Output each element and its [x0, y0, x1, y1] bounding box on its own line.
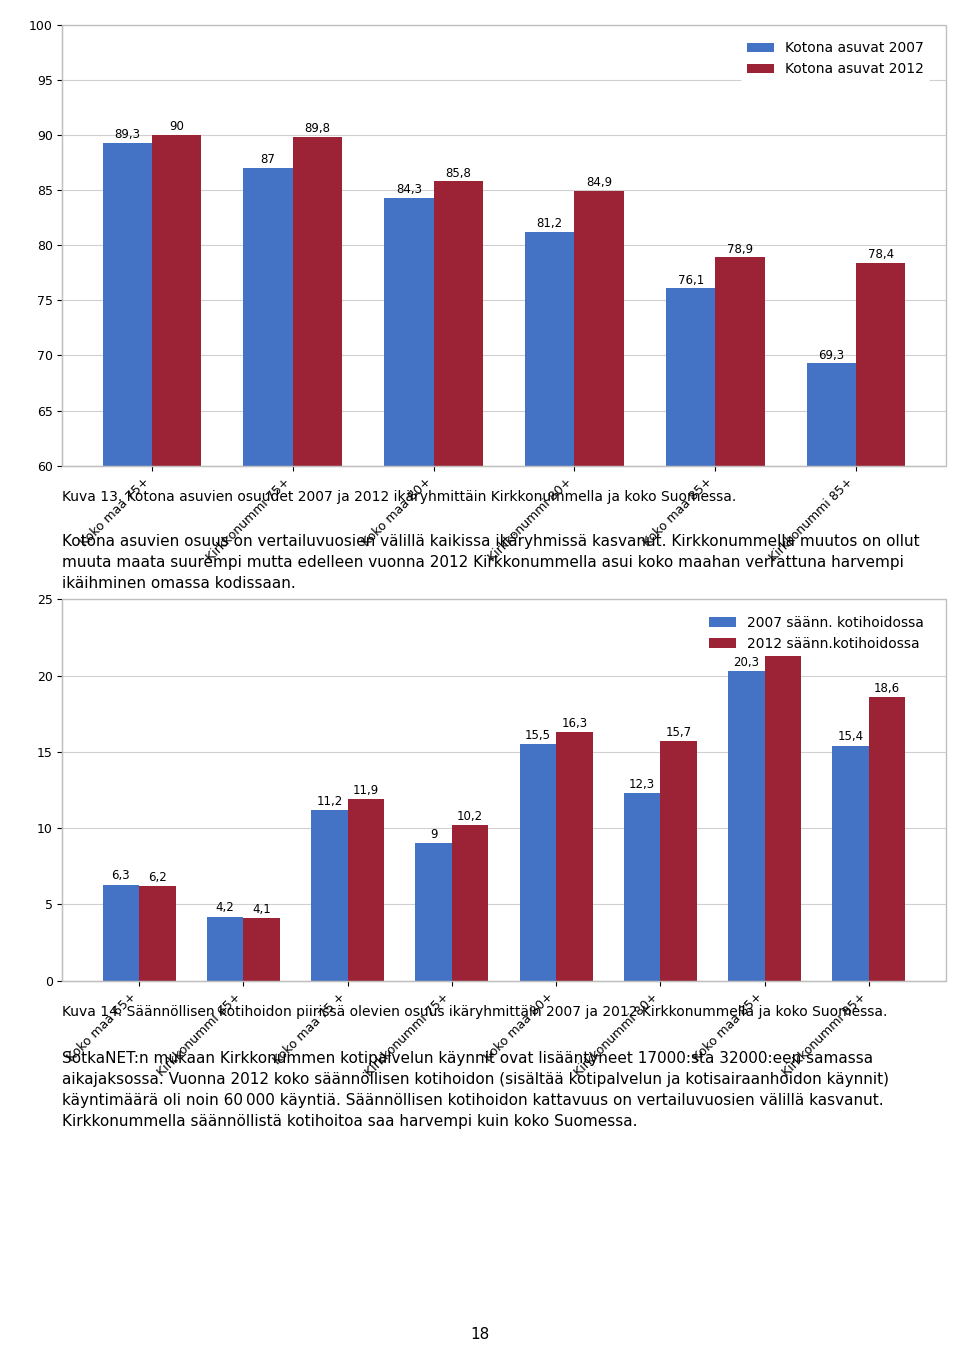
Text: 6,2: 6,2: [148, 870, 167, 884]
Bar: [806, 364, 856, 1128]
Text: 15,5: 15,5: [525, 729, 551, 742]
Bar: [729, 671, 765, 981]
Text: 89,3: 89,3: [114, 128, 140, 140]
Text: 89,8: 89,8: [304, 123, 330, 135]
Text: 20,3: 20,3: [733, 655, 759, 669]
Text: 90: 90: [169, 120, 184, 133]
Bar: [624, 793, 660, 981]
Bar: [525, 232, 574, 1128]
Text: 76,1: 76,1: [678, 274, 704, 286]
Bar: [715, 257, 764, 1128]
Bar: [765, 646, 802, 981]
Bar: [556, 731, 592, 981]
Text: 78,9: 78,9: [727, 242, 753, 256]
Bar: [293, 138, 342, 1128]
Text: Kuva 14. Säännöllisen kotihoidon piirissä olevien osuus ikäryhmittäin 2007 ja 20: Kuva 14. Säännöllisen kotihoidon piiriss…: [62, 1005, 888, 1019]
Bar: [666, 289, 715, 1128]
Bar: [416, 843, 452, 981]
Bar: [243, 918, 279, 981]
Bar: [206, 917, 243, 981]
Text: 84,9: 84,9: [586, 177, 612, 189]
Bar: [384, 197, 434, 1128]
Text: 78,4: 78,4: [868, 248, 894, 262]
Bar: [103, 143, 152, 1128]
Bar: [348, 799, 384, 981]
Text: 12,3: 12,3: [629, 778, 656, 791]
Text: 16,3: 16,3: [562, 716, 588, 730]
Text: 4,2: 4,2: [216, 902, 234, 914]
Bar: [103, 884, 139, 981]
Bar: [832, 746, 869, 981]
Bar: [869, 697, 905, 981]
Bar: [139, 887, 176, 981]
Legend: Kotona asuvat 2007, Kotona asuvat 2012: Kotona asuvat 2007, Kotona asuvat 2012: [741, 35, 930, 82]
Text: 69,3: 69,3: [819, 349, 845, 361]
Bar: [660, 741, 697, 981]
Text: 22: 22: [776, 629, 790, 643]
Text: 6,3: 6,3: [111, 869, 131, 883]
Text: Kuva 13. Kotona asuvien osuudet 2007 ja 2012 ikäryhmittäin Kirkkonummella ja kok: Kuva 13. Kotona asuvien osuudet 2007 ja …: [62, 490, 736, 504]
Text: SotkaNET:n mukaan Kirkkonummen kotipalvelun käynnit ovat lisääntyneet 17000:sta : SotkaNET:n mukaan Kirkkonummen kotipalve…: [62, 1051, 889, 1129]
Text: 4,1: 4,1: [252, 903, 271, 915]
Bar: [856, 263, 905, 1128]
Text: 18: 18: [470, 1327, 490, 1342]
Text: 9: 9: [430, 828, 438, 842]
Legend: 2007 säänn. kotihoidossa, 2012 säänn.kotihoidossa: 2007 säänn. kotihoidossa, 2012 säänn.kot…: [703, 610, 930, 656]
Text: Kotona asuvien osuus on vertailuvuosien välillä kaikissa ikäryhmissä kasvanut. K: Kotona asuvien osuus on vertailuvuosien …: [62, 534, 920, 591]
Text: 15,4: 15,4: [838, 730, 864, 744]
Text: 10,2: 10,2: [457, 810, 483, 823]
Text: 87: 87: [260, 154, 276, 166]
Text: 84,3: 84,3: [396, 183, 421, 196]
Bar: [519, 744, 556, 981]
Bar: [434, 181, 483, 1128]
Text: 15,7: 15,7: [665, 726, 692, 738]
Text: 85,8: 85,8: [445, 166, 471, 180]
Bar: [574, 191, 624, 1128]
Text: 18,6: 18,6: [875, 681, 900, 695]
Text: 11,9: 11,9: [352, 783, 379, 797]
Bar: [311, 810, 348, 981]
Text: 81,2: 81,2: [537, 218, 563, 230]
Text: 11,2: 11,2: [316, 794, 343, 808]
Bar: [452, 825, 489, 981]
Bar: [152, 135, 202, 1128]
Bar: [244, 168, 293, 1128]
